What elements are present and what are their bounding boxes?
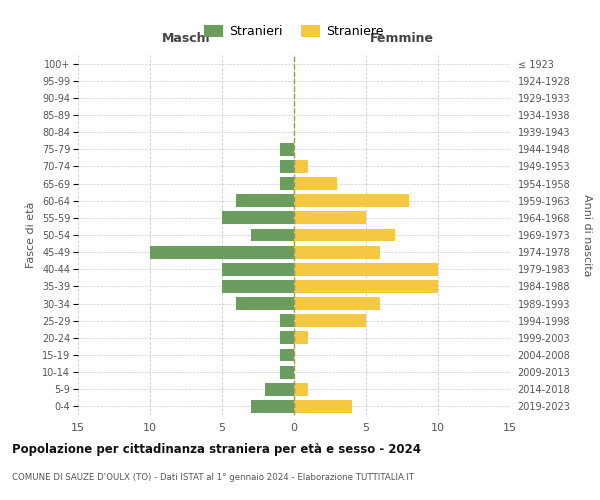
Bar — [280, 366, 294, 378]
Bar — [280, 160, 294, 173]
Bar — [294, 228, 395, 241]
Bar — [294, 314, 366, 327]
Bar — [280, 332, 294, 344]
Bar — [222, 263, 294, 276]
Legend: Stranieri, Straniere: Stranieri, Straniere — [200, 21, 388, 42]
Bar — [294, 383, 308, 396]
Text: Femmine: Femmine — [370, 32, 434, 44]
Bar — [280, 143, 294, 156]
Text: COMUNE DI SAUZE D'OULX (TO) - Dati ISTAT al 1° gennaio 2024 - Elaborazione TUTTI: COMUNE DI SAUZE D'OULX (TO) - Dati ISTAT… — [12, 472, 414, 482]
Bar — [222, 212, 294, 224]
Bar — [236, 194, 294, 207]
Bar — [236, 297, 294, 310]
Bar — [294, 212, 366, 224]
Bar — [294, 160, 308, 173]
Bar — [265, 383, 294, 396]
Text: Popolazione per cittadinanza straniera per età e sesso - 2024: Popolazione per cittadinanza straniera p… — [12, 442, 421, 456]
Bar — [150, 246, 294, 258]
Y-axis label: Anni di nascita: Anni di nascita — [581, 194, 592, 276]
Bar — [294, 263, 438, 276]
Bar — [294, 280, 438, 293]
Bar — [294, 400, 352, 413]
Bar — [222, 280, 294, 293]
Bar — [294, 177, 337, 190]
Bar — [280, 177, 294, 190]
Bar — [294, 332, 308, 344]
Bar — [280, 314, 294, 327]
Bar — [294, 246, 380, 258]
Bar — [251, 228, 294, 241]
Bar — [251, 400, 294, 413]
Bar — [294, 297, 380, 310]
Bar — [294, 194, 409, 207]
Text: Maschi: Maschi — [161, 32, 211, 44]
Bar — [280, 348, 294, 362]
Y-axis label: Fasce di età: Fasce di età — [26, 202, 37, 268]
